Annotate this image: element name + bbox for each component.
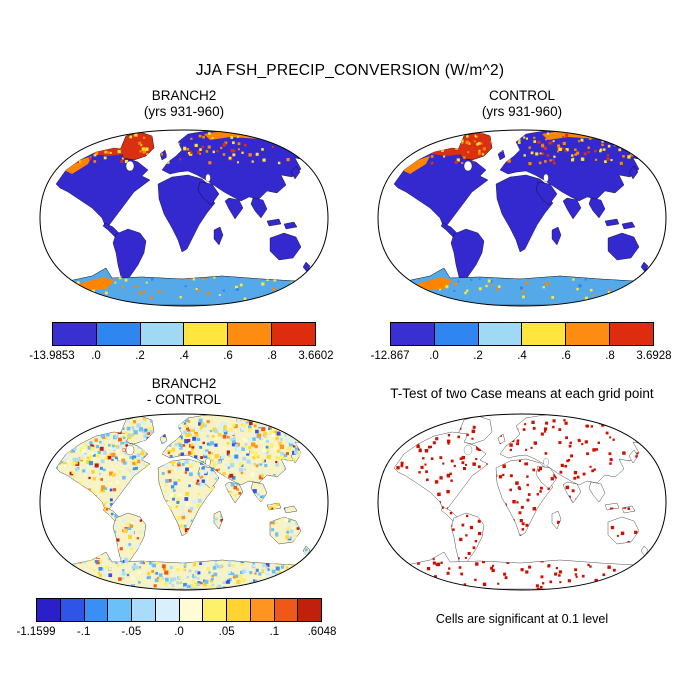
- colorbar-segment: [108, 599, 132, 621]
- colorbar-tick-label: .8: [267, 350, 277, 362]
- colorbar-tick-label: -.1: [76, 626, 91, 638]
- colorbar-tick-label: 3.6928: [636, 350, 672, 362]
- colorbar-segment: [250, 599, 275, 621]
- map-difference: [34, 406, 334, 603]
- map-frame: [377, 129, 667, 307]
- colorbar-tick-label: .0: [91, 350, 101, 362]
- colorbar-tick-label: -13.9853: [29, 350, 75, 362]
- caspian-sea: [543, 173, 549, 183]
- colorbar-labels: -1.1599 -.1 -.05 .0 .05 .1 .6048: [16, 626, 336, 640]
- land-layer: [393, 414, 649, 590]
- map-content: [393, 414, 649, 590]
- colorbar-tick-label: .4: [517, 350, 527, 362]
- colorbar-segment: [272, 323, 315, 345]
- colorbar-segment: [522, 323, 567, 345]
- world-map-svg: [39, 129, 329, 307]
- caspian-sea: [205, 173, 211, 183]
- colorbar-segment: [96, 323, 141, 345]
- map-ttest: [372, 406, 672, 603]
- colorbar-tick-label: .8: [605, 350, 615, 362]
- colorbar-tick-label: -1.1599: [16, 626, 56, 638]
- map-control: [372, 122, 672, 319]
- panel-subtitle-branch2: (yrs 931-960): [143, 104, 225, 119]
- colorbar-branch2: -13.9853 .0 .2 .4 .6 .8 3.6602: [29, 322, 334, 364]
- colorbar-bar: [390, 322, 654, 346]
- colorbar-segment: [391, 323, 435, 345]
- colorbar-segment: [84, 599, 109, 621]
- map-frame: [377, 413, 667, 591]
- greenland-hot-shading: [119, 131, 155, 161]
- hudson-bay: [463, 160, 473, 172]
- colorbar-tick-label: .6: [223, 350, 233, 362]
- colorbar-segment: [610, 323, 653, 345]
- colorbar-tick-label: .6: [561, 350, 571, 362]
- panel-title-control: CONTROL: [488, 88, 555, 103]
- colorbar-tick-label: -.05: [121, 626, 142, 638]
- colorbar-segment: [566, 323, 611, 345]
- colorbar-segment: [203, 599, 227, 621]
- panel-title-ttest: T-Test of two Case means at each grid po…: [390, 386, 654, 401]
- colorbar-tick-label: .4: [179, 350, 189, 362]
- colorbar-labels: -12.867 .0 .2 .4 .6 .8 3.6928: [370, 350, 671, 364]
- colorbar-segment: [60, 599, 85, 621]
- colorbar-segment: [132, 599, 156, 621]
- colorbar-segment: [274, 599, 299, 621]
- colorbar-segment: [179, 599, 204, 621]
- colorbar-segment: [53, 323, 97, 345]
- ttest-caption: Cells are significant at 0.1 level: [435, 612, 609, 626]
- figure-title: JJA FSH_PRECIP_CONVERSION (W/m^2): [195, 62, 505, 79]
- caspian-sea: [543, 457, 549, 467]
- colorbar-segment: [184, 323, 229, 345]
- map-frame: [39, 129, 329, 307]
- colorbar-segment: [434, 323, 479, 345]
- panel-title-difference: BRANCH2: [151, 376, 217, 391]
- hudson-bay: [463, 444, 473, 456]
- colorbar-tick-label: .0: [429, 350, 439, 362]
- colorbar-tick-label: .05: [218, 626, 235, 638]
- colorbar-tick-label: .0: [174, 626, 184, 638]
- colorbar-tick-label: .1: [269, 626, 280, 638]
- panel-subtitle-control: (yrs 931-960): [481, 104, 563, 119]
- colorbar-difference: -1.1599 -.1 -.05 .0 .05 .1 .6048: [16, 598, 336, 640]
- colorbar-segment: [478, 323, 523, 345]
- world-map-svg: [39, 413, 329, 591]
- panel-title-branch2: BRANCH2: [151, 88, 217, 103]
- colorbar-tick-label: 3.6602: [298, 350, 334, 362]
- hudson-bay: [125, 160, 135, 172]
- map-frame: [39, 413, 329, 591]
- map-content: [55, 130, 311, 306]
- hudson-bay: [125, 444, 135, 456]
- colorbar-tick-label: .2: [473, 350, 483, 362]
- map-branch2: [34, 122, 334, 319]
- colorbar-labels: -13.9853 .0 .2 .4 .6 .8 3.6602: [29, 350, 333, 364]
- map-content: [393, 130, 649, 306]
- land-layer: [55, 414, 311, 590]
- colorbar-segment: [227, 599, 251, 621]
- colorbar-segment: [140, 323, 185, 345]
- map-content: [55, 414, 311, 590]
- colorbar-segment: [228, 323, 273, 345]
- colorbar-segment: [37, 599, 61, 621]
- colorbar-tick-label: .6048: [307, 626, 337, 638]
- panel-subtitle-difference: - CONTROL: [146, 392, 222, 407]
- colorbar-bar: [52, 322, 316, 346]
- colorbar-bar: [36, 598, 322, 622]
- world-map-svg: [377, 129, 667, 307]
- colorbar-control: -12.867 .0 .2 .4 .6 .8 3.6928: [370, 322, 672, 364]
- colorbar-tick-label: -12.867: [370, 350, 410, 362]
- colorbar-segment: [298, 599, 321, 621]
- colorbar-tick-label: .2: [135, 350, 145, 362]
- world-map-svg: [377, 413, 667, 591]
- caspian-sea: [205, 457, 211, 467]
- colorbar-segment: [155, 599, 180, 621]
